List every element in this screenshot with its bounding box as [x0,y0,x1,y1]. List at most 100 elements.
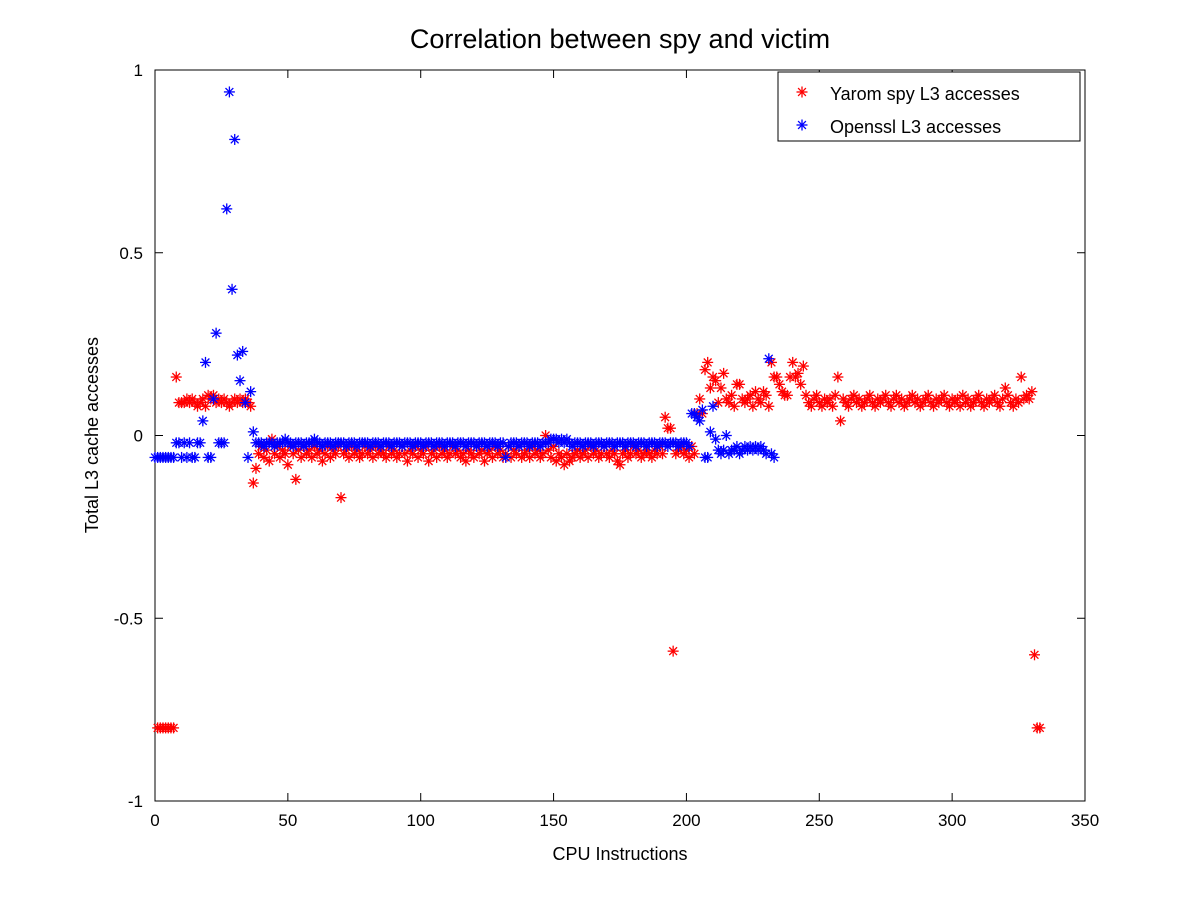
data-point [710,375,722,387]
data-point [768,451,780,463]
data-point [885,400,897,412]
y-tick-label: -1 [128,792,143,811]
x-tick-label: 200 [672,811,700,830]
data-point [1015,371,1027,383]
data-point [683,440,695,452]
data-point [460,455,472,467]
y-tick-label: 0 [134,427,143,446]
data-point [237,345,249,357]
data-point [168,722,180,734]
data-point [702,451,714,463]
data-point [1002,389,1014,401]
data-point [715,382,727,394]
data-point [205,451,217,463]
data-point [710,433,722,445]
data-point [199,400,211,412]
data-point [239,397,251,409]
x-tick-label: 0 [150,811,159,830]
data-point [234,375,246,387]
data-point [197,415,209,427]
x-tick-label: 150 [539,811,567,830]
data-point [755,397,767,409]
data-point [973,389,985,401]
y-tick-label: 0.5 [119,244,143,263]
data-point [218,437,230,449]
data-point [1034,722,1046,734]
data-point [335,492,347,504]
data-point [726,389,738,401]
data-point [702,356,714,368]
data-point [827,400,839,412]
data-point [747,400,759,412]
data-point [207,393,219,405]
data-point [728,400,740,412]
data-point [401,455,413,467]
data-point [478,455,490,467]
data-point [250,462,262,474]
data-point [245,386,257,398]
data-point [720,430,732,441]
data-point [518,448,530,460]
data-point [290,473,302,485]
data-point [439,440,451,452]
data-point [760,389,772,401]
y-tick-label: 1 [134,61,143,80]
data-point [1013,397,1025,409]
data-point [635,451,647,463]
data-point [832,371,844,383]
data-point [683,451,695,463]
data-point [170,371,182,383]
data-point [994,400,1006,412]
data-point [189,451,201,463]
data-point [694,415,706,427]
legend-marker-openssl [796,119,808,131]
legend-box [777,71,1081,142]
x-tick-label: 300 [938,811,966,830]
data-point [835,415,847,427]
data-point [614,459,626,471]
data-point [221,203,233,215]
data-point [263,455,275,467]
data-point [194,437,206,449]
chart-title: Correlation between spy and victim [410,24,830,54]
data-point [558,459,570,471]
data-point [500,451,512,463]
legend-marker-yarom [796,86,808,98]
data-point [210,327,222,339]
data-point [734,378,746,390]
data-point [659,411,671,423]
data-point [1029,649,1041,661]
plot-points [149,86,1046,734]
y-tick-label: -0.5 [114,609,143,628]
data-point [696,404,708,416]
data-point [763,400,775,412]
data-point [664,422,676,434]
data-point [718,367,730,379]
data-point [282,459,294,471]
data-point [704,382,716,394]
x-tick-label: 100 [407,811,435,830]
legend: Yarom spy L3 accesses Openssl L3 accesse… [777,71,1081,142]
data-point [247,426,259,438]
data-point [407,440,419,452]
data-point [763,353,775,365]
data-point [797,360,809,372]
data-point [707,400,719,412]
y-axis-label: Total L3 cache accesses [82,337,102,533]
data-point [229,133,241,145]
data-point [247,477,259,489]
data-point [667,645,679,657]
data-point [792,367,804,379]
data-point [811,389,823,401]
data-point [829,389,841,401]
data-point [657,448,669,460]
data-point [694,393,706,405]
data-point [795,378,807,390]
data-point [199,356,211,368]
data-point [864,389,876,401]
legend-label-yarom: Yarom spy L3 accesses [830,84,1020,104]
x-tick-label: 50 [278,811,297,830]
data-point [306,451,318,463]
data-point [781,389,793,401]
